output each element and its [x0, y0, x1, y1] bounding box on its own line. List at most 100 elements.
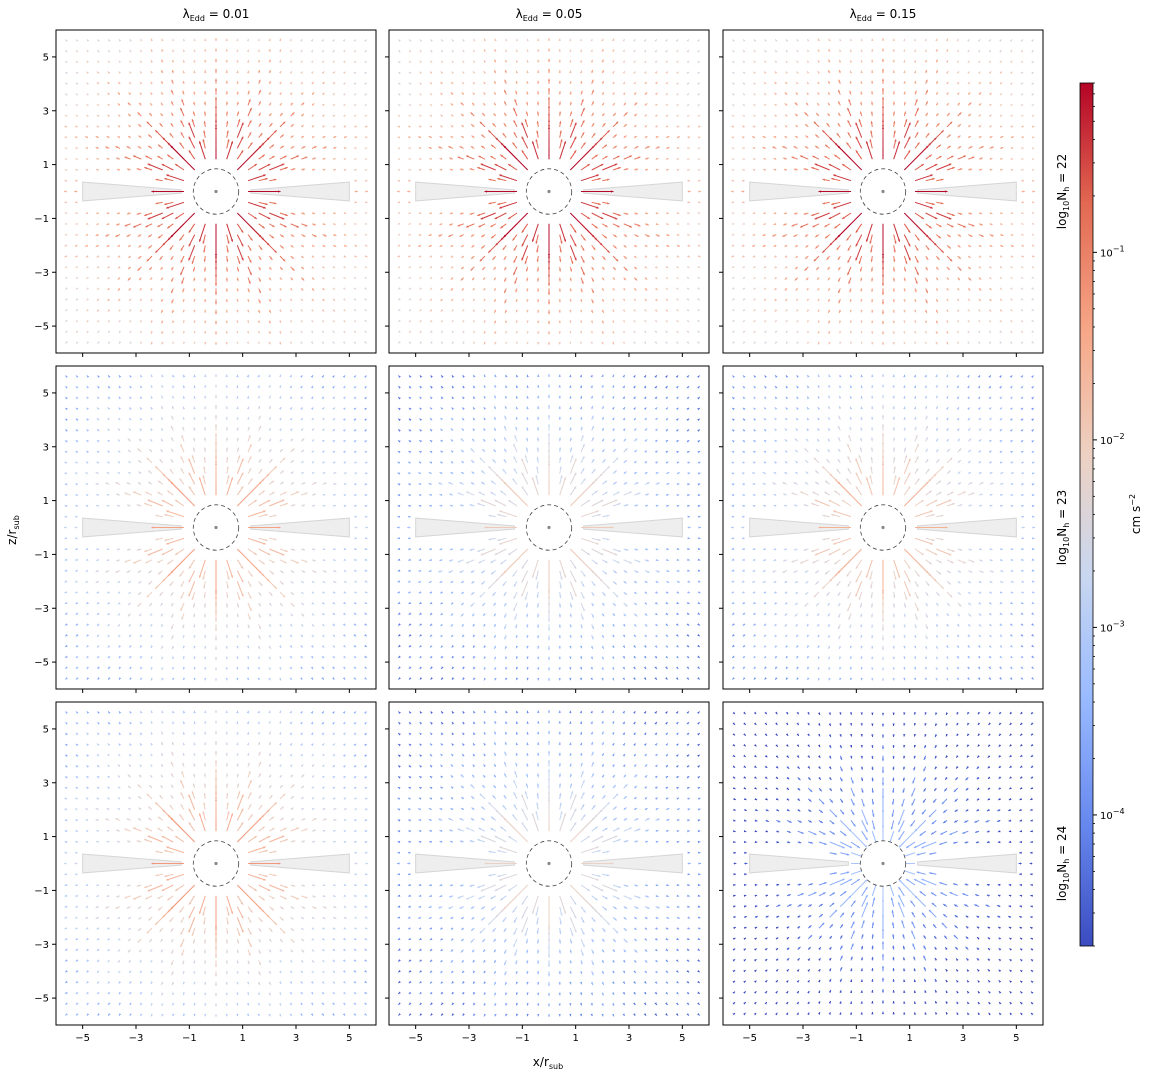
quiver-arrowhead [537, 59, 540, 63]
quiver-arrow [503, 212, 529, 238]
quiver-arrowhead [675, 82, 679, 85]
quiver-arrow [147, 212, 163, 220]
quiver-arrowhead [128, 255, 131, 258]
quiver-arrowhead [353, 330, 356, 333]
quiver-arrowhead [967, 39, 970, 42]
quiver-arrowhead [65, 644, 68, 647]
quiver-arrowhead [281, 246, 284, 249]
quiver-arrowhead [731, 201, 734, 204]
quiver-arrowhead [246, 38, 249, 42]
quiver-arrowhead [171, 69, 175, 73]
quiver-arrow [166, 201, 185, 209]
quiver-arrowhead [333, 158, 336, 161]
quiver-arrowhead [654, 276, 658, 279]
quiver-arrowhead [75, 255, 78, 258]
quiver-arrowhead [65, 72, 68, 75]
quiver-arrowhead [743, 50, 746, 53]
quiver-arrowhead [796, 49, 799, 53]
quiver-arrowhead [140, 341, 143, 344]
quiver-arrowhead [97, 440, 100, 443]
quiver-arrowhead [473, 60, 476, 64]
quiver-arrowhead [547, 311, 551, 315]
quiver-arrowhead [254, 164, 257, 167]
quiver-arrowhead [140, 71, 143, 74]
quiver-arrowhead [310, 71, 314, 74]
quiver-arrowhead [839, 320, 842, 324]
quiver-arrow [170, 212, 196, 238]
quiver-arrowhead [881, 332, 885, 335]
quiver-arrowhead [161, 81, 164, 84]
quiver-arrowhead [292, 112, 295, 115]
quiver-arrowhead [148, 234, 151, 238]
quiver-arrowhead [180, 132, 183, 135]
quiver-arrowhead [64, 201, 67, 204]
quiver-arrowhead [817, 309, 820, 312]
quiver-arrowhead [1031, 287, 1034, 290]
quiver-arrowhead [161, 70, 164, 73]
quiver-arrowhead [259, 257, 262, 260]
quiver-arrowhead [655, 125, 658, 128]
quiver-arrowhead [282, 121, 286, 125]
quiver-arrowhead [1020, 330, 1023, 333]
quiver-arrowhead [742, 255, 745, 258]
quiver-arrowhead [473, 330, 476, 334]
quiver-arrowhead [86, 93, 90, 96]
quiver-arrowhead [289, 287, 293, 291]
quiver-arrowhead [263, 174, 266, 177]
quiver-arrowhead [633, 82, 636, 85]
quiver-arrowhead [353, 71, 356, 75]
quiver-arrowhead [547, 275, 551, 278]
quiver-arrowhead [150, 298, 153, 302]
quiver-arrowhead [262, 226, 265, 229]
quiver-arrowhead [743, 308, 746, 312]
quiver-arrowhead [408, 104, 412, 107]
quiver-arrowhead [64, 211, 68, 215]
quiver-arrowhead [118, 309, 122, 312]
quiver-arrowhead [999, 104, 1002, 107]
quiver-arrowhead [774, 114, 778, 118]
quiver-arrowhead [622, 49, 625, 53]
quiver-arrowhead [643, 39, 646, 42]
quiver-arrowhead [419, 93, 423, 96]
quiver-arrowhead [76, 71, 79, 75]
quiver-arrowhead [127, 212, 130, 215]
quiver-arrowhead [86, 298, 90, 301]
quiver-arrowhead [1010, 276, 1013, 279]
quiver-arrowhead [1032, 201, 1035, 204]
quiver-arrowhead [753, 71, 756, 75]
quiver-arrowhead [774, 265, 778, 269]
quiver-arrowhead [655, 255, 658, 258]
quiver-arrowhead [321, 276, 325, 279]
quiver-arrowhead [558, 331, 561, 334]
quiver-arrowhead [665, 125, 669, 128]
quiver-arrowhead [214, 78, 218, 81]
quiver-arrowhead [129, 330, 132, 334]
quiver-arrowhead [741, 190, 744, 193]
quiver-arrowhead [547, 321, 551, 325]
quiver-arrow [147, 163, 163, 171]
quiver-arrowhead [764, 298, 767, 301]
quiver-arrowhead [1031, 125, 1035, 128]
quiver-arrowhead [397, 179, 400, 182]
quiver-arrowhead [96, 158, 99, 161]
quiver-arrowhead [279, 320, 281, 323]
quiver-arrowhead [97, 429, 100, 432]
quiver-arrowhead [86, 407, 89, 411]
quiver-arrowhead [203, 130, 206, 133]
quiver-arrowhead [193, 60, 196, 63]
quiver-arrowhead [133, 225, 136, 228]
quiver-arrowhead [107, 82, 110, 85]
quiver-arrowhead [257, 69, 261, 73]
quiver-arrowhead [430, 330, 433, 333]
quiver-arrowhead [129, 341, 132, 344]
quiver-arrowhead [214, 302, 218, 305]
quiver-arrowhead [108, 50, 111, 53]
quiver-arrow [591, 137, 603, 149]
quiver-arrowhead [967, 49, 970, 53]
quiver-arrowhead [65, 429, 68, 432]
quiver-arrowhead [147, 217, 151, 220]
quiver-arrowhead [881, 256, 885, 260]
quiver-arrowhead [145, 155, 148, 158]
quiver-arrowhead [654, 39, 657, 42]
quiver-arrowhead [322, 212, 326, 215]
